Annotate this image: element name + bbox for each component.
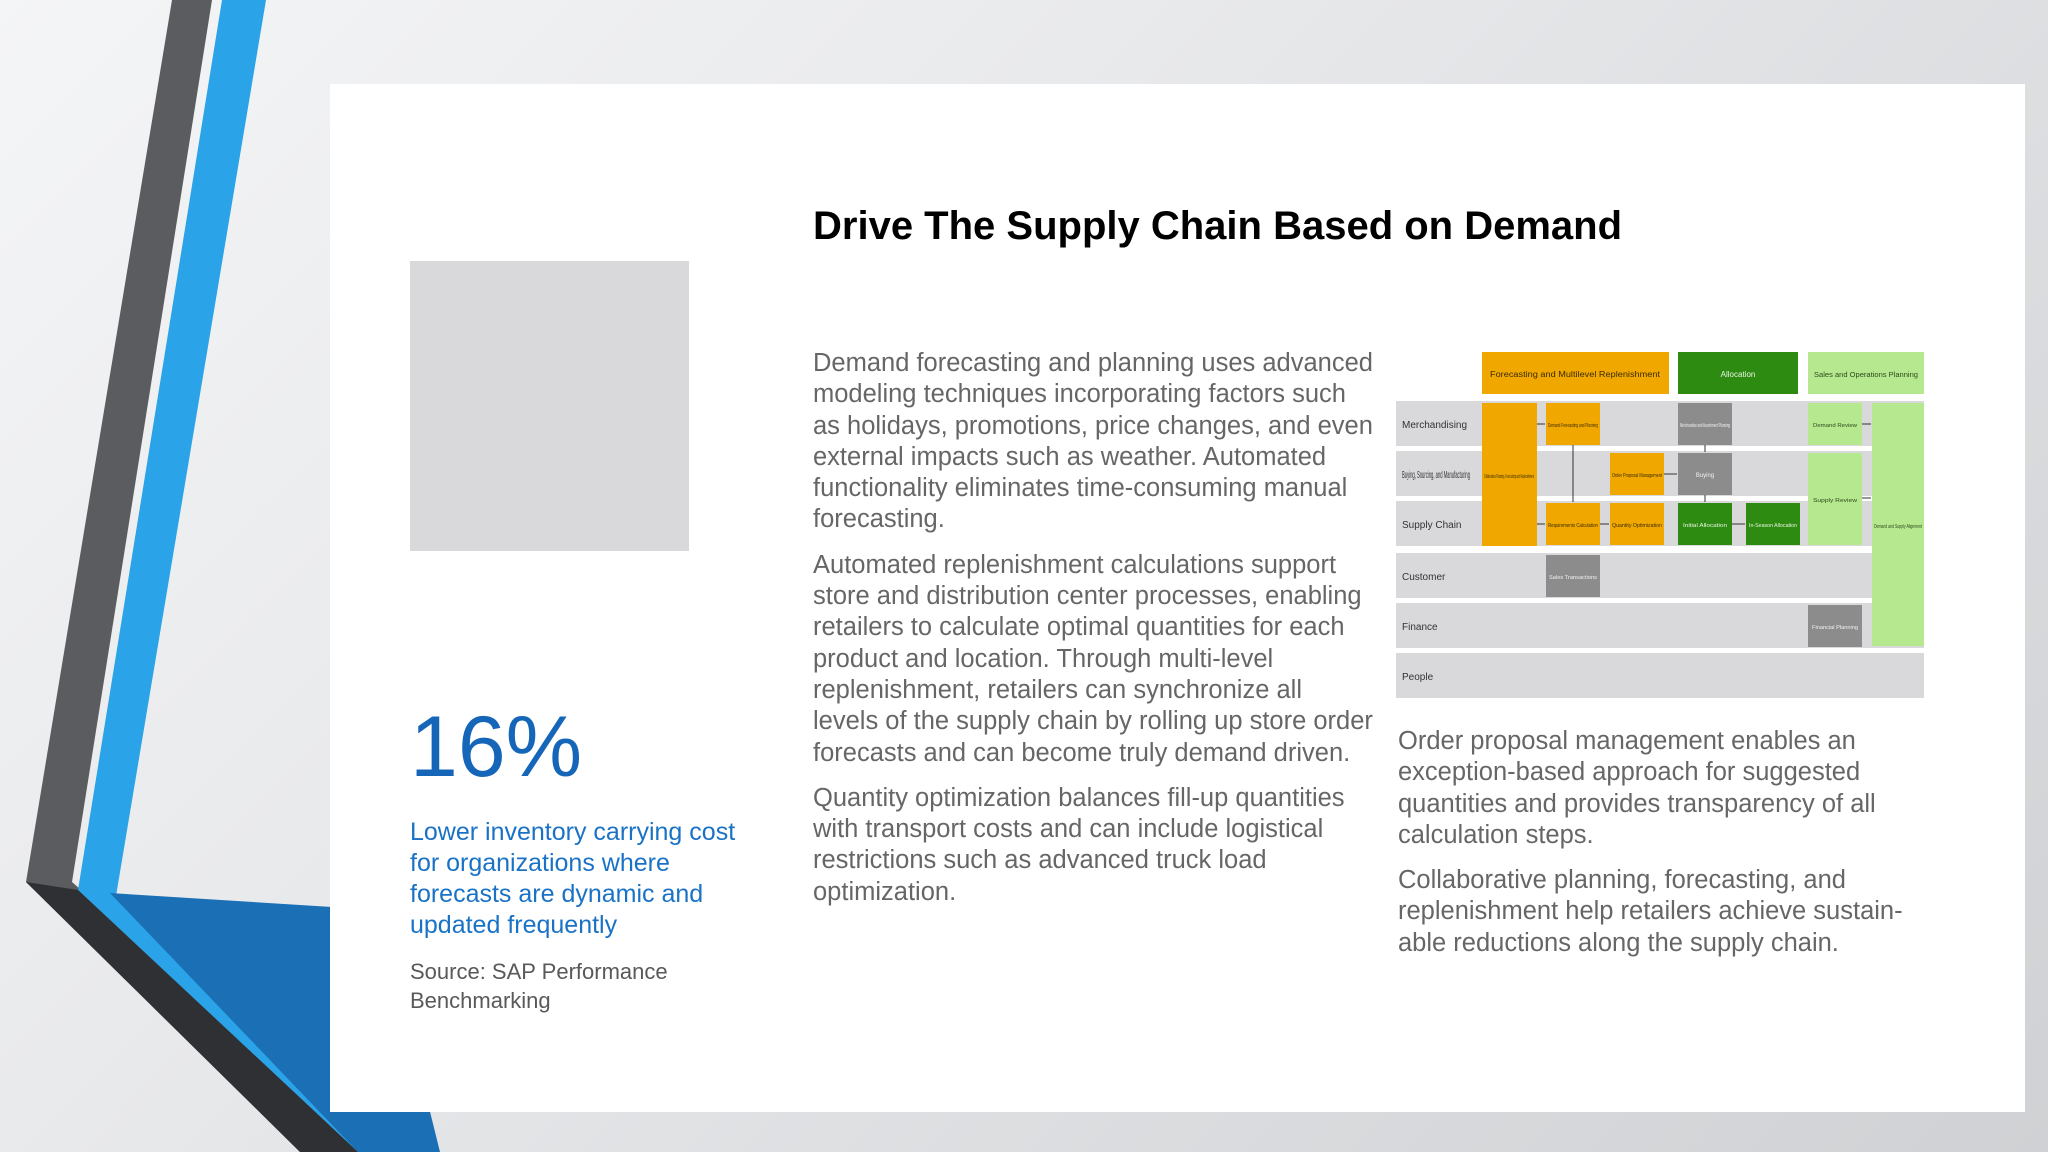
paragraph-automated-replenishment: Automated replenishment calculations sup…: [813, 550, 1373, 767]
box-demand-supply-alignment-label: Demand and Supply Alignment: [1874, 524, 1922, 530]
box-demand-supply-alignment: [1872, 403, 1924, 646]
box-requirements-label: Requirements Calculation: [1548, 523, 1598, 529]
box-supply-review: [1808, 453, 1862, 545]
slide-title: Drive The Supply Chain Based on Demand: [813, 204, 1623, 248]
box-initial-allocation-label: Initial Allocation: [1683, 523, 1727, 529]
box-merch-assortment-label: Merchandise and Assortment Planning: [1680, 423, 1730, 429]
slide-canvas: Drive The Supply Chain Based on Demand 1…: [330, 84, 2025, 1112]
paragraph-quantity-optimization: Quantity optimization balances fill-up q…: [813, 783, 1345, 906]
box-financial-planning: [1808, 605, 1862, 647]
lane-label-supply-chain: Supply Chain: [1402, 520, 1461, 531]
stat-value: 16%: [410, 699, 583, 795]
right-column: Order proposal management enables an exc…: [1398, 726, 1938, 959]
lane-label-merchandising: Merchandising: [1402, 420, 1467, 431]
box-buying-label: Buying: [1696, 473, 1714, 479]
box-demand-forecasting-label: Demand Forecasting and Planning: [1548, 423, 1598, 429]
header-sop-label: Sales and Operations Planning: [1814, 372, 1918, 379]
stat-source: Source: SAP Performance Benchmarking: [410, 959, 668, 1013]
lane-customer: [1396, 553, 1924, 598]
lane-label-finance: Finance: [1402, 622, 1438, 633]
header-forecasting-label: Forecasting and Multilevel Replenishment: [1490, 370, 1661, 379]
middle-column: Demand forecasting and planning uses adv…: [813, 348, 1373, 908]
box-inseason-allocation: [1746, 503, 1800, 545]
box-financial-planning-label: Financial Planning: [1812, 625, 1858, 631]
box-demand-review-label: Demand Review: [1813, 423, 1857, 429]
box-requirements: [1546, 503, 1600, 545]
lane-label-customer: Customer: [1402, 572, 1446, 583]
box-buying: [1678, 453, 1732, 495]
header-allocation: [1678, 352, 1798, 394]
image-placeholder: [410, 261, 689, 551]
paragraph-order-proposal: Order proposal management enables an exc…: [1398, 727, 1876, 849]
header-allocation-label: Allocation: [1721, 370, 1756, 379]
process-diagram: Merchandising Buying, Sourcing, and Manu…: [1396, 348, 1926, 708]
lane-label-people: People: [1402, 672, 1434, 683]
box-demand-forecasting: [1546, 403, 1600, 445]
box-order-proposal: [1610, 453, 1664, 495]
dark-ribbon: [26, 882, 358, 1152]
lane-people: [1396, 653, 1924, 698]
box-quantity-opt-label: Quantity Optimization: [1612, 523, 1662, 529]
gray-ribbon: [26, 0, 380, 1152]
box-quantity-opt: [1610, 503, 1664, 545]
blue-ribbon: [78, 0, 433, 1152]
box-sales-transactions: [1546, 555, 1600, 597]
box-cpfr-label: Collaborative Planning, Forecasting and …: [1484, 474, 1534, 480]
lane-label-buying: Buying, Sourcing, and Manufacturing: [1402, 470, 1470, 481]
process-diagram-svg: Merchandising Buying, Sourcing, and Manu…: [1396, 352, 1924, 698]
box-cpfr: [1482, 403, 1537, 546]
box-demand-review: [1808, 403, 1862, 445]
header-forecasting: [1482, 352, 1669, 394]
box-supply-review-label: Supply Review: [1813, 498, 1858, 504]
header-sop: [1808, 352, 1924, 394]
box-initial-allocation: [1678, 503, 1732, 545]
box-merch-assortment: [1678, 403, 1732, 445]
box-inseason-allocation-label: In-Season Allocation: [1749, 523, 1797, 529]
paragraph-collaborative-planning: Collaborative planning, forecasting, and…: [1398, 866, 1903, 957]
paragraph-demand-forecasting: Demand forecasting and planning uses adv…: [813, 349, 1373, 534]
stat-caption: Lower inventory carrying cost for organi…: [410, 818, 736, 939]
box-sales-transactions-label: Sales Transactions: [1549, 575, 1598, 581]
box-order-proposal-label: Order Proposal Management: [1612, 473, 1662, 479]
diagram-connectors: [1537, 423, 1871, 525]
